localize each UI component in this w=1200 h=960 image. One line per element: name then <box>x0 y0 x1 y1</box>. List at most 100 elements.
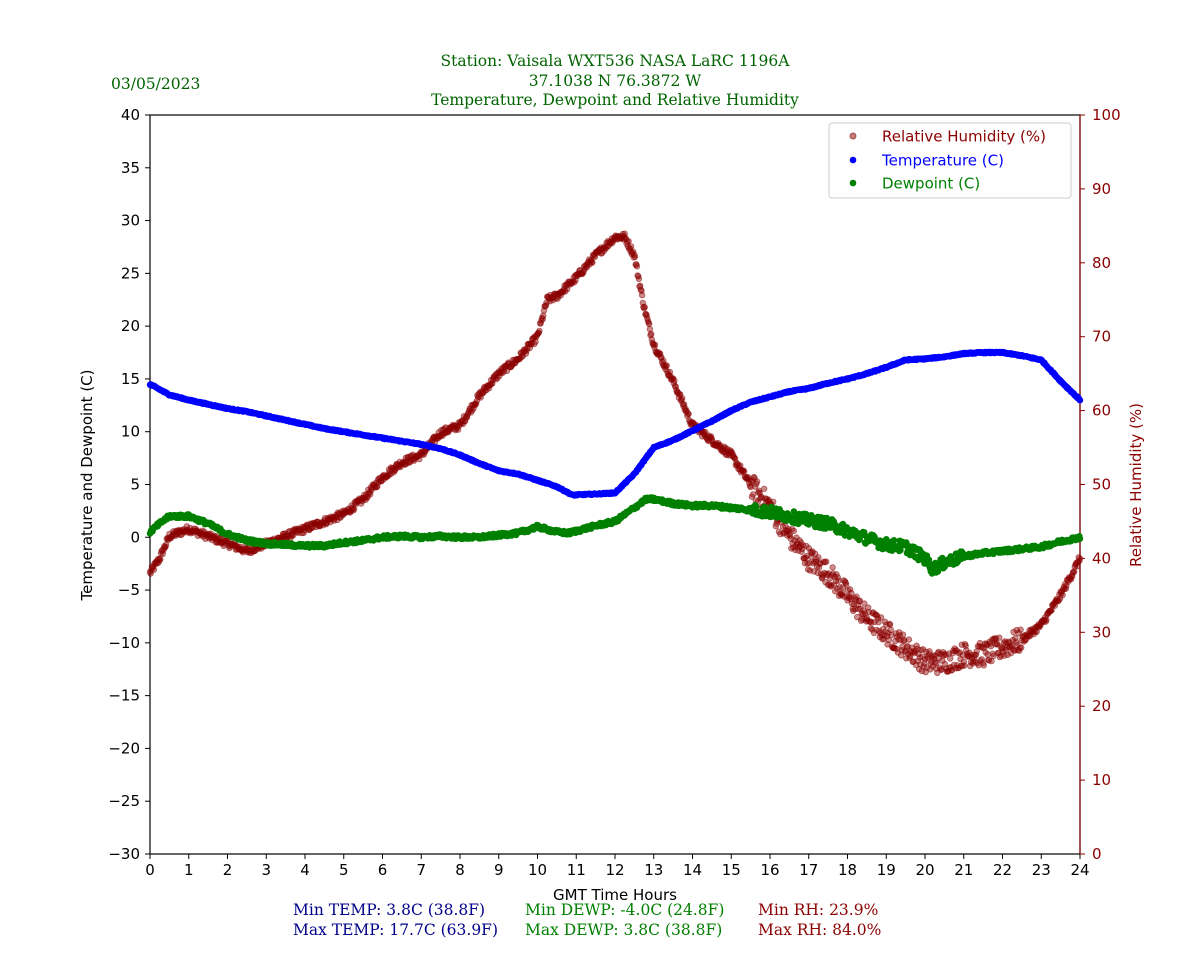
rh-point <box>753 478 761 485</box>
y-left-tick-label: −25 <box>108 792 140 810</box>
y-left-tick-label: −10 <box>108 634 140 652</box>
y-right-tick-label: 80 <box>1092 254 1111 272</box>
rh-point <box>646 320 653 328</box>
y-right-tick-label: 0 <box>1092 845 1102 863</box>
y-right-tick-label: 50 <box>1092 476 1111 494</box>
y-axis-left-label: Temperature and Dewpoint (C) <box>78 369 96 601</box>
y-right-tick-label: 100 <box>1092 106 1121 124</box>
rh-point <box>157 555 164 563</box>
stat-max-temp: Max TEMP: 17.7C (63.9F) <box>293 921 498 939</box>
rh-point <box>648 330 655 338</box>
y-left-tick-label: 20 <box>121 317 140 335</box>
stat-max-dewp: Max DEWP: 3.8C (38.8F) <box>525 921 722 939</box>
series-temperature <box>146 348 1084 499</box>
legend-label-dewpoint: Dewpoint (C) <box>882 175 980 193</box>
x-tick-label: 17 <box>799 861 818 879</box>
x-tick-label: 12 <box>605 861 624 879</box>
rh-point <box>829 564 836 571</box>
y-left-tick-label: −5 <box>118 581 140 599</box>
x-tick-label: 24 <box>1070 861 1089 879</box>
rh-point <box>848 589 855 597</box>
x-tick-label: 3 <box>261 861 271 879</box>
stat-max-rh: Max RH: 84.0% <box>758 921 881 939</box>
stat-min-dewp: Min DEWP: -4.0C (24.8F) <box>525 901 724 919</box>
x-tick-label: 8 <box>455 861 465 879</box>
x-tick-label: 11 <box>567 861 586 879</box>
rh-point <box>886 621 894 628</box>
rh-point <box>1059 592 1066 599</box>
y-right-tick-label: 30 <box>1092 623 1111 641</box>
y-left-tick-label: 25 <box>121 264 140 282</box>
chart-title-line1: Station: Vaisala WXT536 NASA LaRC 1196A <box>441 52 791 70</box>
rh-point <box>536 327 543 335</box>
rh-point <box>633 263 641 270</box>
y-left-tick-label: −15 <box>108 687 140 705</box>
rh-point <box>961 662 968 669</box>
y-axis-left: −30 −25 −20 −15 −10 −5 0 5 10 15 20 25 30 35 40 <box>108 106 150 863</box>
rh-point <box>887 626 894 634</box>
y-left-tick-label: 0 <box>130 528 140 546</box>
rh-point <box>1017 626 1024 633</box>
rh-point <box>638 291 646 299</box>
series-relative-humidity <box>146 230 1084 677</box>
rh-point <box>627 243 635 250</box>
rh-point <box>815 554 822 561</box>
x-tick-label: 6 <box>378 861 388 879</box>
x-tick-label: 15 <box>722 861 741 879</box>
y-right-tick-label: 40 <box>1092 549 1111 567</box>
x-tick-label: 4 <box>300 861 310 879</box>
x-tick-label: 21 <box>954 861 973 879</box>
y-left-tick-label: 40 <box>121 106 140 124</box>
x-axis: 0 1 2 3 4 5 6 7 8 9 10 11 12 13 14 15 16 17 18 19 20 21 22 23 24 <box>145 854 1090 879</box>
rh-point <box>685 410 692 418</box>
y-left-tick-label: 35 <box>121 159 140 177</box>
rh-point <box>899 631 907 638</box>
x-tick-label: 16 <box>760 861 779 879</box>
x-tick-label: 5 <box>339 861 349 879</box>
chart-title-line2: 37.1038 N 76.3872 W <box>529 72 702 90</box>
rh-point <box>996 634 1003 641</box>
rh-point <box>625 237 632 245</box>
y-right-tick-label: 10 <box>1092 771 1111 789</box>
stat-min-rh: Min RH: 23.9% <box>758 901 878 919</box>
y-left-tick-label: 15 <box>121 370 140 388</box>
legend-label-humidity: Relative Humidity (%) <box>882 128 1046 146</box>
legend-marker-humidity <box>849 132 857 140</box>
date-label: 03/05/2023 <box>111 75 200 93</box>
rh-point <box>150 566 158 573</box>
rh-point <box>1018 644 1025 651</box>
x-tick-label: 7 <box>416 861 426 879</box>
y-left-tick-label: 10 <box>121 423 140 441</box>
rh-point <box>947 655 954 662</box>
rh-point <box>823 558 830 565</box>
rh-point <box>933 659 940 667</box>
x-tick-label: 1 <box>184 861 194 879</box>
x-tick-label: 22 <box>993 861 1012 879</box>
plot-frame <box>149 114 1081 855</box>
rh-point <box>988 657 995 665</box>
chart-title-line3: Temperature, Dewpoint and Relative Humid… <box>431 91 799 109</box>
y-left-tick-label: −20 <box>108 739 140 757</box>
rh-point <box>980 662 987 669</box>
x-tick-label: 2 <box>223 861 233 879</box>
dewpoint-point <box>1076 535 1084 542</box>
y-right-tick-label: 90 <box>1092 180 1111 198</box>
rh-point <box>790 527 798 535</box>
y-right-tick-label: 70 <box>1092 328 1111 346</box>
rh-point <box>651 341 659 348</box>
x-tick-label: 23 <box>1032 861 1051 879</box>
rh-point <box>671 377 678 384</box>
stat-min-temp: Min TEMP: 3.8C (38.8F) <box>293 901 485 919</box>
y-axis-right: 0 10 20 30 40 50 60 70 80 90 100 <box>1080 106 1121 863</box>
x-tick-label: 0 <box>145 861 155 879</box>
legend-marker-temperature <box>849 156 857 164</box>
rh-point <box>741 468 748 475</box>
y-axis-right-label: Relative Humidity (%) <box>1127 403 1145 567</box>
rh-point <box>631 253 639 260</box>
x-tick-label: 20 <box>915 861 934 879</box>
rh-point <box>905 636 913 643</box>
rh-point <box>679 395 686 402</box>
x-tick-label: 13 <box>644 861 663 879</box>
temperature-point <box>1076 397 1084 404</box>
rh-point <box>540 312 547 319</box>
